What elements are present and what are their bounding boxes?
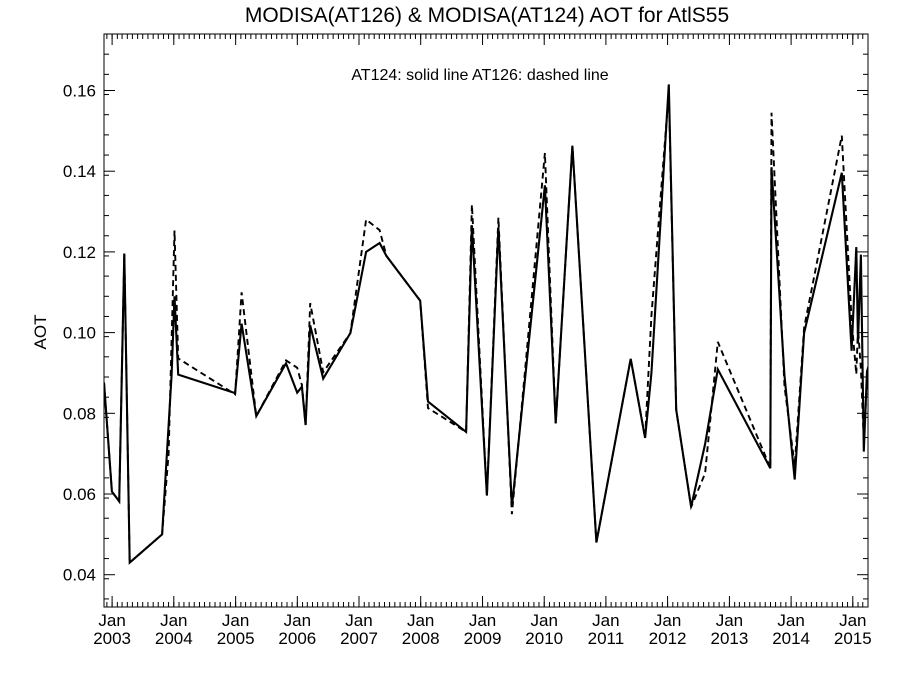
x-tick-year-label: 2005 [217,629,255,648]
x-tick-month-label: Jan [592,611,619,630]
y-tick-label: 0.08 [63,404,96,423]
x-tick-year-label: 2011 [588,629,625,648]
y-tick-label: 0.10 [63,324,96,343]
x-tick-year-label: 2007 [340,629,378,648]
x-tick-year-label: 2012 [649,629,687,648]
axis-ticks [104,34,868,607]
series-group [104,84,868,565]
x-tick-month-label: Jan [160,611,187,630]
y-tick-label: 0.04 [63,566,96,585]
x-tick-year-label: 2010 [525,629,563,648]
series-line-at124 [104,84,868,565]
x-tick-month-label: Jan [222,611,249,630]
x-tick-year-label: 2008 [402,629,440,648]
y-axis-label: AOT [31,315,50,350]
x-tick-month-label: Jan [98,611,125,630]
x-tick-year-label: 2015 [834,629,872,648]
y-tick-label: 0.06 [63,485,96,504]
x-tick-month-label: Jan [284,611,311,630]
y-tick-label: 0.12 [63,243,96,262]
x-tick-month-label: Jan [839,611,866,630]
x-tick-year-label: 2006 [278,629,316,648]
x-tick-year-label: 2009 [464,629,502,648]
chart-title: MODISA(AT126) & MODISA(AT124) AOT for At… [245,4,729,27]
x-tick-year-label: 2013 [711,629,749,648]
x-tick-month-label: Jan [469,611,496,630]
x-tick-month-label: Jan [654,611,681,630]
y-tick-label: 0.16 [63,81,96,100]
x-tick-year-label: 2003 [93,629,131,648]
x-tick-year-label: 2004 [155,629,193,648]
series-style-note: AT124: solid line AT126: dashed line [351,67,608,84]
x-tick-month-label: Jan [777,611,804,630]
tick-labels: 0.040.060.080.100.120.140.16Jan2003Jan20… [63,81,872,648]
x-tick-month-label: Jan [345,611,372,630]
x-tick-month-label: Jan [716,611,743,630]
y-tick-label: 0.14 [63,162,96,181]
x-tick-month-label: Jan [407,611,434,630]
plot-frame [103,33,869,608]
x-tick-month-label: Jan [531,611,558,630]
x-tick-year-label: 2014 [772,629,810,648]
